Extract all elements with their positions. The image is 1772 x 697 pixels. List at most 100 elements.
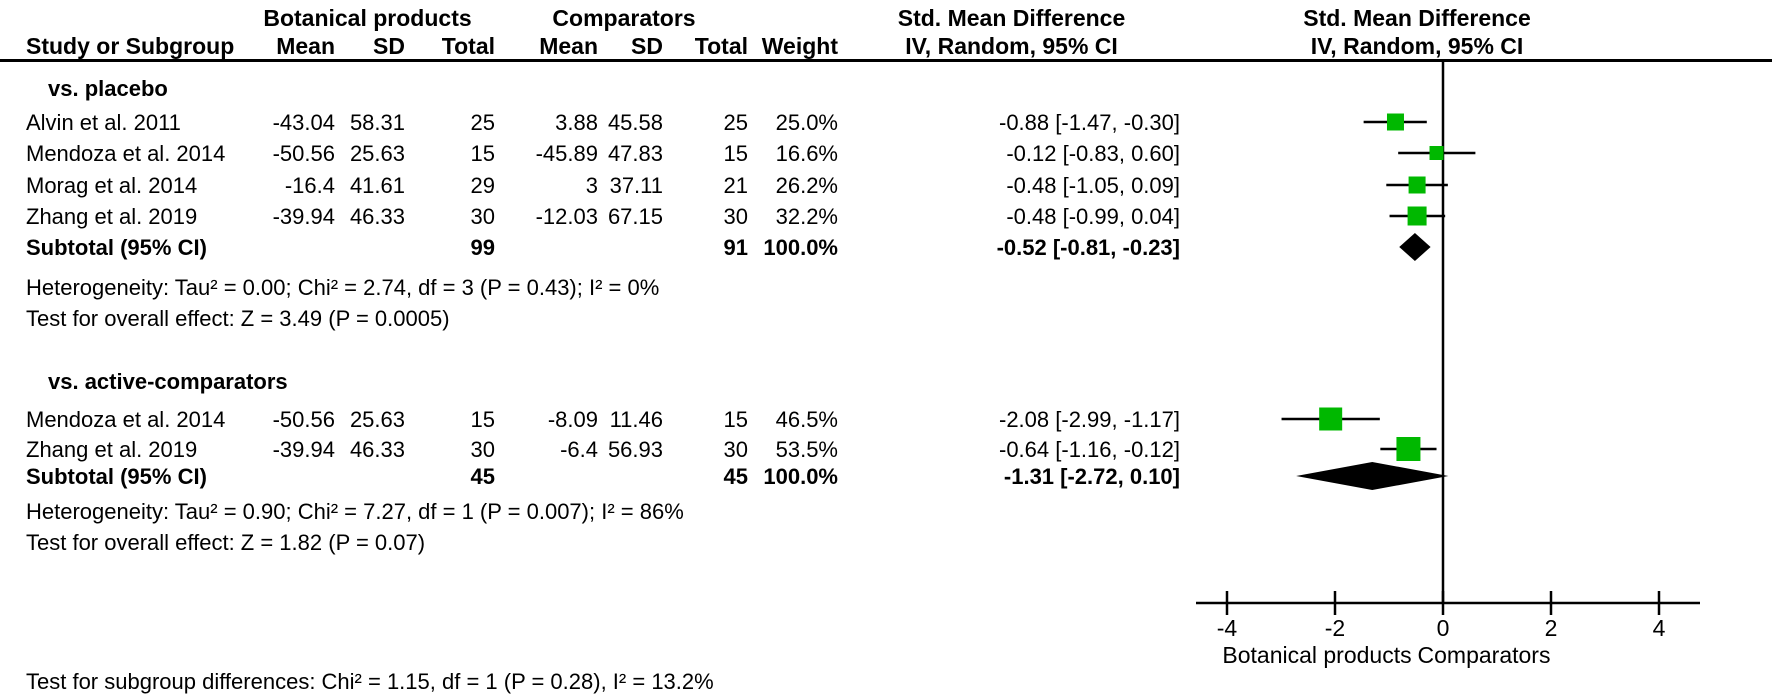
subtotal-diamond — [1399, 233, 1431, 261]
cell-weight: 100.0% — [763, 235, 838, 260]
cell-mean2: 3 — [585, 173, 598, 198]
cell-weight: 16.6% — [775, 141, 838, 166]
cell-sd2: 47.83 — [607, 141, 663, 166]
cell-study: Subtotal (95% CI) — [26, 464, 207, 489]
cell-weight: 26.2% — [775, 173, 838, 198]
cell-total1: 15 — [470, 141, 495, 166]
cell-weight: 46.5% — [775, 407, 838, 432]
table-row: Mendoza et al. 2014 -50.56 25.63 15 -8.09 11.… — [0, 404, 1190, 435]
subgroup-difference-note: Test for subgroup differences: Chi² = 1.… — [26, 669, 714, 694]
cell-sd2: 11.46 — [609, 407, 663, 432]
table-row: Subtotal (95% CI) 99 91 100.0% -0.52 [-0.81,… — [0, 232, 1190, 263]
overall-effect-text: Test for overall effect: Z = 3.49 (P = 0… — [26, 306, 450, 331]
cell-mean1: -50.56 — [272, 407, 335, 432]
cell-total2: 21 — [723, 173, 748, 198]
table-row: Mendoza et al. 2014 -50.56 25.63 15 -45.89 47… — [0, 138, 1190, 169]
column-header-total2: Total — [694, 33, 748, 59]
column-header-sd2: SD — [631, 33, 663, 59]
table-row: Subtotal (95% CI) 45 45 100.0% -1.31 [-2.72,… — [0, 461, 1190, 492]
column-header-study: Study or Subgroup — [26, 33, 235, 59]
weight-square — [1429, 146, 1444, 160]
axis-label-favours-botanical: Botanical products — [1222, 642, 1412, 668]
cell-sd1: 41.61 — [349, 173, 405, 198]
heterogeneity-text: Heterogeneity: Tau² = 0.00; Chi² = 2.74,… — [26, 275, 660, 300]
column-group-smd-right: Std. Mean Difference — [1303, 5, 1531, 31]
cell-study: Mendoza et al. 2014 — [26, 407, 226, 432]
cell-mean2: -6.4 — [560, 437, 598, 462]
column-header-iv-right: IV, Random, 95% CI — [1310, 33, 1524, 59]
cell-study: Zhang et al. 2019 — [26, 437, 198, 462]
cell-total1: 30 — [470, 204, 495, 229]
cell-total2: 15 — [723, 141, 748, 166]
cell-ci: -0.64 [-1.16, -0.12] — [999, 437, 1180, 462]
column-group-botanical: Botanical products — [263, 5, 472, 31]
cell-mean2: -8.09 — [547, 407, 598, 432]
subgroup-label: vs. active-comparators — [48, 369, 288, 394]
cell-sd1: 25.63 — [349, 407, 405, 432]
cell-study: Zhang et al. 2019 — [26, 204, 198, 229]
header-rule — [0, 59, 1772, 62]
cell-total2: 15 — [723, 407, 748, 432]
column-header-iv-left: IV, Random, 95% CI — [905, 33, 1118, 59]
table-row: Morag et al. 2014 -16.4 41.61 29 3 37.11 21 26.… — [0, 170, 1190, 201]
weight-square — [1396, 437, 1421, 461]
cell-total2: 25 — [723, 110, 748, 135]
cell-total2: 91 — [723, 235, 748, 260]
cell-total1: 15 — [470, 407, 495, 432]
cell-mean1: -16.4 — [284, 173, 335, 198]
cell-mean1: -39.94 — [272, 437, 335, 462]
weight-square — [1319, 407, 1343, 431]
subtotal-diamond — [1296, 462, 1449, 490]
cell-ci: -2.08 [-2.99, -1.17] — [999, 407, 1180, 432]
cell-weight: 32.2% — [775, 204, 838, 229]
column-header-sd1: SD — [373, 33, 405, 59]
cell-ci: -0.12 [-0.83, 0.60] — [1006, 141, 1180, 166]
cell-study: Alvin et al. 2011 — [26, 110, 181, 135]
cell-sd1: 46.33 — [349, 437, 405, 462]
cell-total1: 45 — [470, 464, 495, 489]
cell-sd1: 58.31 — [349, 110, 405, 135]
cell-sd2: 45.58 — [607, 110, 663, 135]
weight-square — [1386, 113, 1404, 131]
weight-square — [1407, 206, 1427, 226]
cell-mean1: -39.94 — [272, 204, 335, 229]
column-group-comparators: Comparators — [552, 5, 696, 31]
weight-square — [1408, 176, 1426, 194]
axis-tick-label: 0 — [1437, 615, 1450, 641]
cell-sd2: 67.15 — [607, 204, 663, 229]
overall-effect-text: Test for overall effect: Z = 1.82 (P = 0… — [26, 530, 426, 555]
cell-mean2: 3.88 — [555, 110, 598, 135]
cell-total1: 29 — [470, 173, 495, 198]
table-row: vs. placebo — [0, 73, 1190, 104]
cell-study: Subtotal (95% CI) — [26, 235, 207, 260]
cell-sd1: 25.63 — [349, 141, 405, 166]
cell-ci: -0.88 [-1.47, -0.30] — [999, 110, 1180, 135]
cell-ci: -1.31 [-2.72, 0.10] — [1003, 464, 1180, 489]
column-header-weight: Weight — [761, 33, 838, 59]
heterogeneity-text: Heterogeneity: Tau² = 0.90; Chi² = 7.27,… — [26, 499, 684, 524]
cell-study: Morag et al. 2014 — [26, 173, 198, 198]
cell-sd2: 56.93 — [607, 437, 663, 462]
column-header-mean1: Mean — [276, 33, 335, 59]
axis-tick-label: -4 — [1217, 615, 1238, 641]
table-row: vs. active-comparators — [0, 366, 1190, 397]
cell-ci: -0.52 [-0.81, -0.23] — [996, 235, 1180, 260]
table-row: Alvin et al. 2011 -43.04 58.31 25 3.88 45.58 2… — [0, 107, 1190, 138]
cell-total1: 30 — [470, 437, 495, 462]
cell-study: Mendoza et al. 2014 — [26, 141, 226, 166]
axis-tick-label: 4 — [1653, 615, 1666, 641]
cell-weight: 100.0% — [763, 464, 838, 489]
cell-mean2: -12.03 — [535, 204, 598, 229]
subgroup-label: vs. placebo — [48, 76, 168, 101]
cell-sd1: 46.33 — [349, 204, 405, 229]
table-row: Zhang et al. 2019 -39.94 46.33 30 -6.4 56.93 3… — [0, 434, 1190, 465]
cell-total1: 99 — [470, 235, 495, 260]
cell-ci: -0.48 [-0.99, 0.04] — [1006, 204, 1180, 229]
cell-total2: 30 — [723, 437, 748, 462]
column-header-total1: Total — [441, 33, 495, 59]
axis-tick-label: -2 — [1325, 615, 1345, 641]
cell-mean2: -45.89 — [535, 141, 598, 166]
cell-total2: 45 — [723, 464, 748, 489]
